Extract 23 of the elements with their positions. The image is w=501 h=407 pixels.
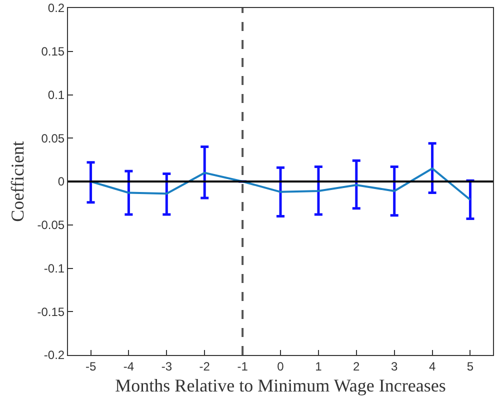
x-tick-label: 0 (277, 359, 284, 374)
x-tick-label: 5 (466, 359, 474, 374)
y-tick-label: -0.1 (44, 261, 65, 276)
y-tick-label: -0.05 (37, 218, 65, 232)
y-tick-label: 0 (58, 174, 65, 189)
x-tick-label: -4 (123, 359, 134, 374)
y-tick-label: 0.15 (41, 44, 65, 59)
x-tick-label: 2 (353, 359, 360, 374)
y-tick-label: 0.1 (48, 88, 65, 102)
x-tick-label: -2 (199, 359, 210, 374)
x-tick-label: -5 (85, 359, 96, 374)
line-series (90, 167, 472, 201)
y-tick-label: 0.2 (48, 1, 65, 16)
y-tick-label: 0.05 (41, 131, 65, 146)
x-axis-title: Months Relative to Minimum Wage Increases (115, 376, 446, 396)
y-tick-label: -0.15 (37, 304, 65, 319)
x-tick-label: -3 (161, 359, 172, 374)
x-tick-label: 3 (390, 359, 398, 374)
x-tick-label: 1 (315, 359, 322, 374)
y-tick-label: -0.2 (44, 348, 65, 362)
x-tick-label: 4 (428, 359, 436, 374)
y-axis-title: Coefficient (7, 141, 28, 222)
x-tick-label: -1 (237, 359, 248, 374)
